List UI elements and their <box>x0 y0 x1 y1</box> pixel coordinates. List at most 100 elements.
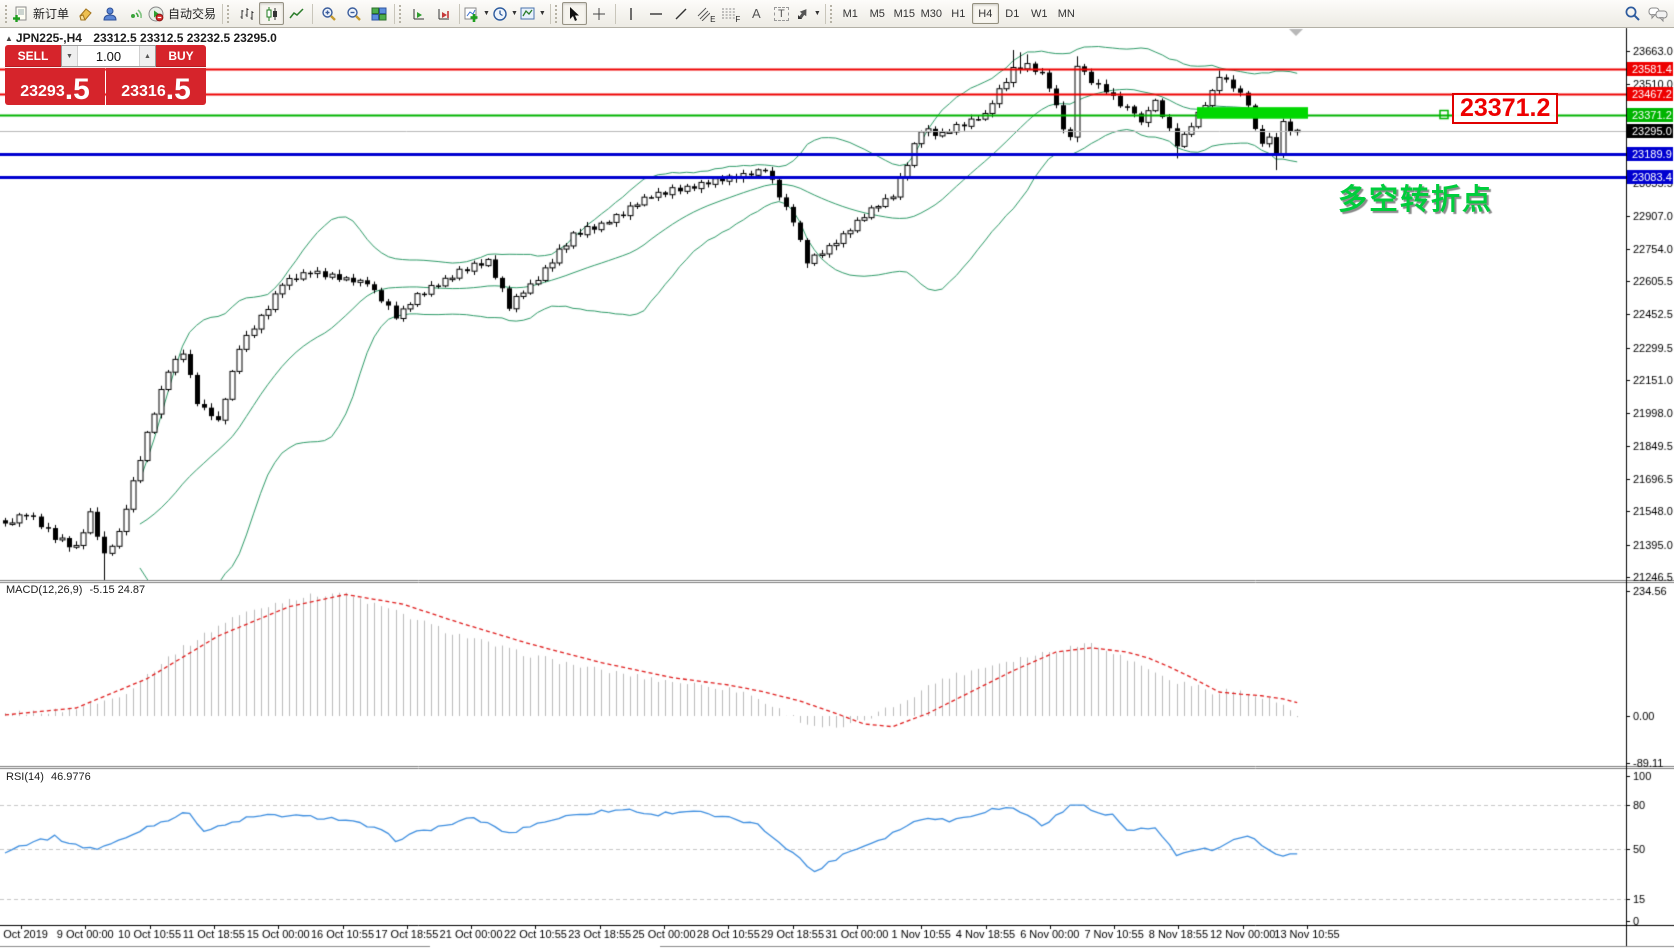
main-toolbar: 新订单 自动交易 <box>0 0 1674 28</box>
indicators-dropdown-button[interactable]: ▼ <box>463 2 491 25</box>
chart-title: ▲ JPN225-,H4 23312.5 23312.5 23232.5 2329… <box>5 31 277 45</box>
periods-dropdown-button[interactable]: ▼ <box>491 2 519 25</box>
fibonacci-letter: F <box>735 15 741 24</box>
search-icon <box>1624 5 1641 22</box>
rsi-value: 46.9776 <box>50 771 91 783</box>
timeframe-h1[interactable]: H1 <box>951 7 966 20</box>
chat-bubbles-icon <box>1648 6 1668 22</box>
sell-button[interactable]: SELL <box>5 45 61 67</box>
text-label-button[interactable]: T <box>769 2 794 25</box>
trendline-button[interactable] <box>669 2 694 25</box>
autotrade-label: 自动交易 <box>168 7 217 21</box>
dropdown-caret-icon: ▼ <box>510 10 518 17</box>
text-label-icon: T <box>773 6 789 21</box>
autotrade-icon <box>148 6 164 22</box>
toolbar-separator <box>459 3 461 24</box>
timeframe-mn[interactable]: MN <box>1057 7 1075 20</box>
zoom-in-button[interactable] <box>316 2 341 25</box>
auto-scroll-button[interactable] <box>431 2 456 25</box>
timeframe-h4[interactable]: H4 <box>971 3 999 24</box>
zoom-out-icon <box>346 6 362 22</box>
eraser-button[interactable] <box>72 2 97 25</box>
text-button[interactable]: A <box>744 2 769 25</box>
volume-input[interactable]: 1.00 <box>95 48 122 64</box>
new-order-icon <box>13 6 29 22</box>
timeframe-m30[interactable]: M30 <box>920 7 942 20</box>
sell-price-button[interactable]: 23293 .5 <box>5 68 105 105</box>
new-order-button[interactable]: 新订单 <box>12 2 72 25</box>
one-click-trading-panel: SELL ▼ 1.00 ▲ BUY 23293 .5 23316 .5 <box>5 45 206 105</box>
eraser-icon <box>77 6 93 22</box>
toolbar-grip <box>5 4 9 23</box>
autotrade-button[interactable]: 自动交易 <box>147 2 219 25</box>
buy-price-button[interactable]: 23316 .5 <box>106 68 206 105</box>
vertical-line-button[interactable] <box>619 2 644 25</box>
timeframe-d1[interactable]: D1 <box>1005 7 1020 20</box>
chart-shift-icon <box>411 6 427 22</box>
channel-button[interactable]: E <box>694 2 719 25</box>
signal-button[interactable] <box>122 2 147 25</box>
cursor-button[interactable] <box>561 2 587 25</box>
volume-decrease-button[interactable]: ▼ <box>62 46 78 66</box>
toolbar-grip <box>399 4 403 23</box>
toolbar-separator <box>614 3 616 24</box>
tile-windows-icon <box>371 6 387 22</box>
text-icon: A <box>752 6 761 21</box>
chart-shift-button[interactable] <box>406 2 431 25</box>
candlestick-chart-icon <box>264 6 280 22</box>
fibonacci-button[interactable]: F <box>719 2 744 25</box>
toolbar-separator <box>222 3 224 24</box>
toolbar-grip <box>829 4 834 23</box>
auto-scroll-icon <box>436 6 452 22</box>
dropdown-caret-icon: ▼ <box>538 10 546 17</box>
signal-icon <box>127 6 143 22</box>
profile-icon <box>102 6 118 22</box>
timeframe-m5[interactable]: M5 <box>869 7 885 20</box>
crosshair-button[interactable] <box>587 2 612 25</box>
templates-dropdown-button[interactable]: ▼ <box>519 2 547 25</box>
channel-icon <box>697 7 711 21</box>
timeframe-m15[interactable]: M15 <box>893 7 915 20</box>
profile-button[interactable] <box>97 2 122 25</box>
cn-annotation-text: 多空转折点 <box>1338 184 1494 216</box>
macd-indicator-label: MACD(12,26,9) -5.15 24.87 <box>6 584 145 596</box>
fibonacci-icon <box>722 7 736 21</box>
rsi-name: RSI(14) <box>6 771 44 783</box>
timeframe-m1[interactable]: M1 <box>842 7 858 20</box>
chart-ohlc-values: 23312.5 23312.5 23232.5 23295.0 <box>93 31 277 45</box>
macd-values: -5.15 24.87 <box>89 584 146 596</box>
line-chart-button[interactable] <box>284 2 309 25</box>
timeframe-w1[interactable]: W1 <box>1031 7 1048 20</box>
buy-price-main: 23316 <box>121 83 166 100</box>
toolbar-separator <box>824 3 826 24</box>
buy-button[interactable]: BUY <box>156 45 206 67</box>
chat-button[interactable] <box>1645 2 1670 25</box>
bar-chart-button[interactable] <box>234 2 259 25</box>
dropdown-caret-icon: ▼ <box>813 10 821 17</box>
collapse-panel-icon[interactable]: ▲ <box>5 34 13 43</box>
cursor-icon <box>566 6 582 22</box>
zoom-out-button[interactable] <box>341 2 366 25</box>
rsi-indicator-label: RSI(14) 46.9776 <box>6 771 91 783</box>
bar-chart-icon <box>239 6 255 22</box>
macd-name: MACD(12,26,9) <box>6 584 83 596</box>
tile-windows-button[interactable] <box>366 2 391 25</box>
line-chart-icon <box>288 6 305 22</box>
horizontal-line-button[interactable] <box>644 2 669 25</box>
clock-icon <box>492 6 508 22</box>
candlestick-chart-button[interactable] <box>259 2 285 25</box>
volume-stepper: ▼ 1.00 ▲ <box>61 45 156 67</box>
crosshair-icon <box>591 6 607 22</box>
template-icon <box>520 6 536 22</box>
indicators-icon <box>464 6 480 22</box>
toolbar-separator <box>312 3 314 24</box>
toolbar-grip <box>227 4 231 23</box>
channel-letter: E <box>710 15 716 24</box>
search-button[interactable] <box>1620 2 1645 25</box>
vertical-line-icon <box>623 6 639 22</box>
volume-increase-button[interactable]: ▲ <box>139 46 155 66</box>
horizontal-line-icon <box>648 6 664 22</box>
arrows-dropdown-button[interactable]: ▼ <box>794 2 822 25</box>
